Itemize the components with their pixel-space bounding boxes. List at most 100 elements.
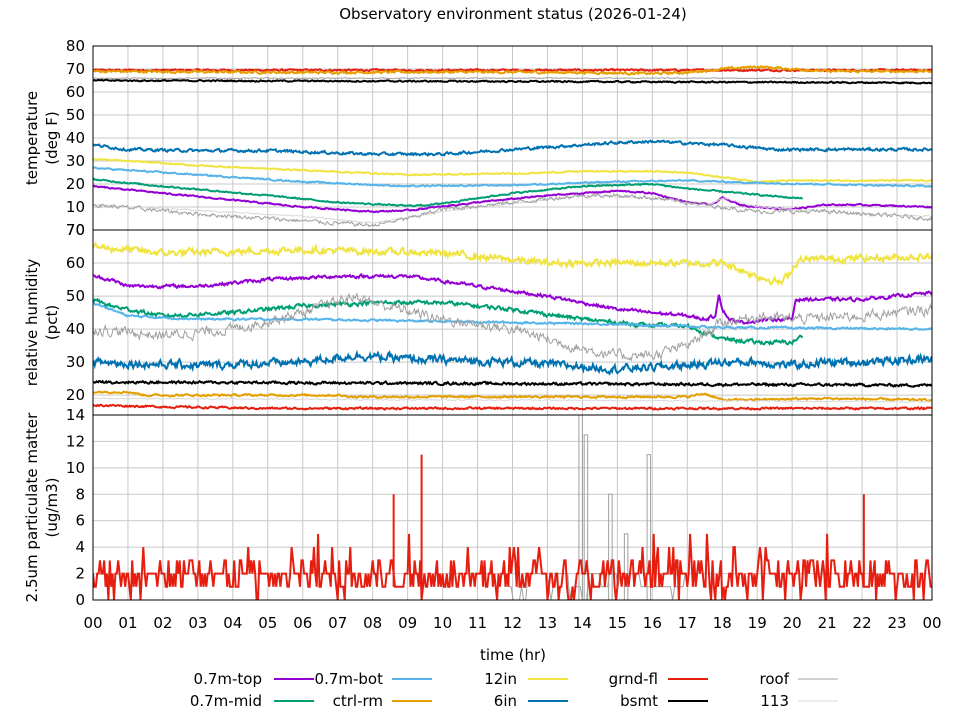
x-tick-label: 21 bbox=[818, 614, 837, 632]
series-ctrl-rm bbox=[93, 65, 932, 76]
x-tick-label: 12 bbox=[503, 614, 522, 632]
series-roof bbox=[93, 292, 932, 361]
y-tick-label: 60 bbox=[66, 254, 85, 272]
roof-spike bbox=[578, 415, 583, 600]
series-roof bbox=[93, 77, 932, 80]
y-tick-label: 20 bbox=[66, 175, 85, 193]
series-0.7m-top bbox=[93, 272, 932, 325]
y-tick-label: 0 bbox=[75, 591, 85, 609]
legend-label: 0.7m-top bbox=[194, 670, 262, 688]
roof-spike bbox=[646, 454, 652, 600]
x-tick-label: 17 bbox=[678, 614, 697, 632]
panel-2: 20 30 40 50 60 70 relative humidity (pct) bbox=[23, 221, 933, 416]
series-0.7m-bot bbox=[93, 166, 932, 188]
legend-label: 6in bbox=[494, 692, 517, 710]
panel-frame bbox=[92, 414, 933, 601]
series-group bbox=[93, 65, 932, 228]
roof-spike bbox=[608, 493, 613, 600]
y-tick-label: 80 bbox=[66, 37, 85, 55]
series-113 bbox=[93, 397, 932, 403]
x-tick-label: 16 bbox=[643, 614, 662, 632]
y-tick-label: 30 bbox=[66, 353, 85, 371]
series-roof bbox=[93, 192, 932, 228]
y-tick-label: 70 bbox=[66, 221, 85, 239]
legend-label: 12in bbox=[484, 670, 517, 688]
x-tick-label: 18 bbox=[713, 614, 732, 632]
series-bsmt bbox=[93, 379, 932, 388]
x-tick-label: 10 bbox=[433, 614, 452, 632]
y-tick-label: 6 bbox=[75, 512, 85, 530]
x-tick-label: 19 bbox=[748, 614, 767, 632]
y-tick-label: 12 bbox=[66, 432, 85, 450]
series-ctrl-rm bbox=[93, 390, 932, 403]
series-grnd-fl bbox=[93, 403, 932, 411]
y-tick-label: 40 bbox=[66, 129, 85, 147]
series-0.7m-mid bbox=[93, 177, 803, 208]
x-tick-label: 15 bbox=[608, 614, 627, 632]
series-group bbox=[93, 415, 932, 600]
y-tick-label: 2 bbox=[75, 565, 85, 583]
series-group bbox=[93, 241, 932, 411]
y-tick-label: 4 bbox=[75, 538, 85, 556]
y-axis-label: temperature bbox=[23, 91, 41, 185]
roof-spike bbox=[583, 434, 589, 600]
y-tick-label: 20 bbox=[66, 386, 85, 404]
x-tick-label: 13 bbox=[538, 614, 557, 632]
y-axis-label: relative humidity bbox=[23, 259, 41, 387]
x-tick-label: 04 bbox=[223, 614, 242, 632]
y-axis-label: (pct) bbox=[43, 305, 61, 340]
x-tick-label: 09 bbox=[398, 614, 417, 632]
series-0.7m-bot bbox=[93, 301, 932, 332]
roof-spike bbox=[623, 533, 629, 600]
y-axis-label: (ug/m3) bbox=[43, 478, 61, 538]
x-tick-label: 11 bbox=[468, 614, 487, 632]
chart-title: Observatory environment status (2026-01-… bbox=[339, 5, 687, 23]
x-tick-label: 00 bbox=[83, 614, 102, 632]
legend-label: roof bbox=[760, 670, 790, 688]
x-tick-label: 00 bbox=[922, 614, 941, 632]
y-tick-label: 50 bbox=[66, 106, 85, 124]
y-axis-label: 2.5um particulate matter bbox=[23, 412, 41, 602]
legend-label: bsmt bbox=[620, 692, 658, 710]
x-axis-label: time (hr) bbox=[480, 646, 546, 664]
y-tick-label: 70 bbox=[66, 60, 85, 78]
series-bsmt bbox=[93, 78, 932, 85]
legend-label: 113 bbox=[760, 692, 789, 710]
gridlines bbox=[92, 46, 933, 230]
x-tick-label: 01 bbox=[118, 614, 137, 632]
x-tick-label: 08 bbox=[363, 614, 382, 632]
y-tick-label: 10 bbox=[66, 459, 85, 477]
legend: 0.7m-top 0.7m-bot 12in grnd-fl roof 0.7m-mid c… bbox=[190, 670, 838, 710]
y-tick-label: 14 bbox=[66, 406, 85, 424]
x-tick-label: 22 bbox=[853, 614, 872, 632]
x-tick-label: 03 bbox=[188, 614, 207, 632]
y-tick-label: 70 bbox=[66, 221, 85, 239]
x-tick-label: 20 bbox=[783, 614, 802, 632]
y-tick-label: 10 bbox=[66, 198, 85, 216]
y-tick-label: 30 bbox=[66, 152, 85, 170]
y-tick-label: 50 bbox=[66, 287, 85, 305]
panel-1: 70 10 20 30 40 50 60 70 80 temperature (deg F) bbox=[23, 37, 933, 239]
panel-3: 0 2 4 6 8 10 12 14 2.5um particulate matter (ug/m… bbox=[23, 406, 933, 609]
x-tick-label: 06 bbox=[293, 614, 312, 632]
x-tick-label: 02 bbox=[153, 614, 172, 632]
legend-label: 0.7m-bot bbox=[315, 670, 384, 688]
series-113 bbox=[93, 194, 932, 224]
x-tick-label: 05 bbox=[258, 614, 277, 632]
y-tick-label: 8 bbox=[75, 485, 85, 503]
legend-label: 0.7m-mid bbox=[190, 692, 262, 710]
series-6in bbox=[93, 139, 932, 158]
x-tick-label: 07 bbox=[328, 614, 347, 632]
y-tick-label: 60 bbox=[66, 83, 85, 101]
x-tick-label: 23 bbox=[887, 614, 906, 632]
legend-label: grnd-fl bbox=[609, 670, 658, 688]
y-tick-label: 40 bbox=[66, 320, 85, 338]
y-axis-label: (deg F) bbox=[43, 111, 61, 164]
series-12in bbox=[93, 241, 932, 287]
series-12in bbox=[93, 157, 932, 184]
series-6in bbox=[93, 349, 932, 376]
x-tick-label: 14 bbox=[573, 614, 592, 632]
legend-label: ctrl-rm bbox=[333, 692, 383, 710]
series-grnd-fl bbox=[93, 533, 932, 600]
